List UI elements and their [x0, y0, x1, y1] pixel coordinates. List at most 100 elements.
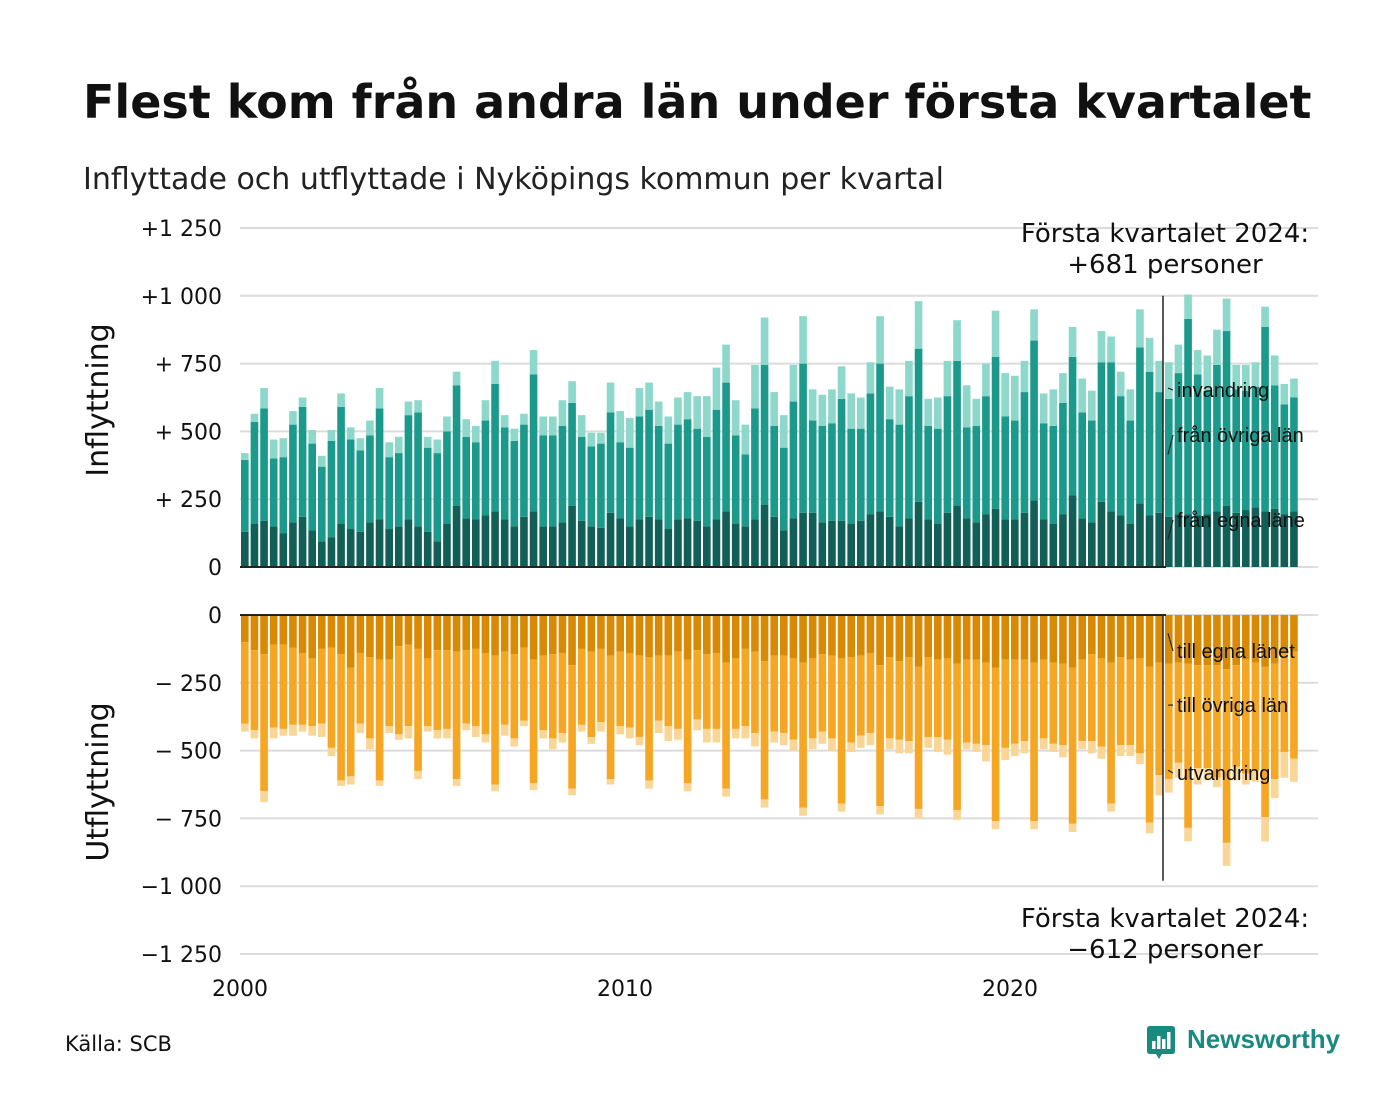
- bar-out-s0-q63: [847, 615, 856, 658]
- bar-out-s1-q60: [818, 654, 827, 732]
- bar-out-s0-q80: [1011, 615, 1019, 660]
- bar-out-s1-q78: [991, 667, 1000, 822]
- bar-in-s2-q44: [664, 416, 673, 444]
- bar-in-s2-q41: [635, 388, 644, 417]
- bar-in-s2-q51: [731, 400, 740, 436]
- bar-out-s0-q84: [1049, 615, 1058, 663]
- bar-in-s2-q21: [443, 416, 451, 432]
- bar-in-s1-q40: [626, 447, 634, 527]
- bar-in-s2-q10: [337, 393, 345, 407]
- bar-in-s2-q14: [375, 388, 384, 409]
- bar-out-s0-q78: [991, 615, 1000, 668]
- bar-in-s0-q15: [385, 529, 394, 567]
- bar-out-s2-q43: [654, 720, 663, 733]
- bar-out-s2-q35: [577, 724, 586, 732]
- bar-out-s0-q105: [1251, 615, 1260, 663]
- bar-in-s2-q7: [308, 430, 317, 444]
- bar-in-s2-q76: [972, 398, 981, 426]
- bar-in-s1-q66: [876, 363, 884, 512]
- bar-out-s1-q55: [770, 655, 779, 732]
- bar-in-s1-q44: [664, 443, 673, 530]
- bar-out-s0-q7: [308, 615, 317, 659]
- y-tick-label: +1 250: [141, 217, 222, 242]
- bar-in-s1-q37: [597, 443, 605, 528]
- bar-out-s0-q5: [289, 615, 297, 648]
- bar-in-s1-q43: [654, 425, 663, 520]
- bar-out-s2-q98: [1184, 827, 1192, 842]
- bar-out-s2-q104: [1242, 773, 1250, 785]
- bar-out-s2-q4: [279, 728, 288, 736]
- bar-out-s1-q27: [500, 651, 509, 725]
- bar-in-s2-q48: [703, 396, 711, 437]
- bar-in-s2-q81: [1020, 360, 1029, 393]
- bar-in-s2-q52: [741, 424, 750, 455]
- bar-out-s2-q44: [664, 726, 673, 742]
- bar-out-s1-q43: [654, 655, 663, 721]
- bar-in-s1-q46: [683, 419, 692, 519]
- bar-out-s1-q76: [972, 659, 981, 744]
- bar-out-s0-q97: [1174, 615, 1183, 663]
- bar-in-s2-q74: [953, 320, 961, 361]
- bar-in-s2-q73: [943, 360, 952, 397]
- bar-out-s1-q28: [510, 654, 519, 739]
- bar-out-s1-q77: [982, 662, 990, 746]
- y-tick-label: +1 000: [141, 285, 222, 310]
- bar-in-s0-q56: [780, 530, 788, 567]
- bar-out-s1-q3: [269, 644, 278, 728]
- bar-out-s0-q12: [356, 615, 365, 653]
- bar-in-s2-q91: [1116, 371, 1125, 397]
- bar-in-s1-q76: [972, 425, 981, 523]
- bar-in-s1-q42: [645, 409, 653, 517]
- bar-in-s0-q42: [645, 516, 653, 567]
- bar-in-s2-q75: [962, 385, 971, 428]
- bar-out-s0-q29: [520, 615, 528, 648]
- bar-in-s2-q78: [991, 310, 1000, 357]
- bar-out-s1-q24: [472, 648, 480, 727]
- bar-in-s1-q95: [1155, 392, 1164, 513]
- bar-in-s1-q78: [991, 356, 1000, 509]
- bar-out-s2-q56: [780, 732, 788, 746]
- bar-out-s0-q35: [577, 615, 586, 649]
- bar-in-s1-q103: [1232, 389, 1241, 513]
- bar-out-s0-q25: [481, 615, 490, 653]
- bar-in-s1-q57: [789, 401, 798, 519]
- bar-in-s0-q38: [606, 512, 615, 567]
- bar-out-s0-q101: [1213, 615, 1221, 666]
- bar-out-s0-q16: [395, 615, 403, 647]
- bar-in-s0-q73: [943, 512, 952, 567]
- bar-in-s2-q19: [423, 436, 432, 448]
- bar-in-s2-q87: [1078, 378, 1087, 413]
- bar-in-s1-q94: [1145, 371, 1154, 516]
- bar-in-s0-q16: [395, 526, 403, 567]
- bar-in-s1-q82: [1030, 340, 1038, 501]
- bar-out-s2-q28: [510, 738, 519, 747]
- bar-in-s0-q55: [770, 516, 779, 567]
- bar-out-s0-q0: [241, 615, 249, 643]
- bar-out-s2-q82: [1030, 821, 1038, 830]
- bar-in-s2-q5: [289, 411, 297, 425]
- bar-in-s2-q109: [1290, 378, 1298, 398]
- bar-out-s1-q69: [905, 657, 913, 742]
- bar-in-s1-q14: [375, 408, 384, 520]
- bar-out-s0-q28: [510, 615, 519, 655]
- bar-in-s1-q97: [1174, 373, 1183, 515]
- bar-in-s0-q95: [1155, 512, 1164, 567]
- bar-out-s2-q9: [327, 747, 336, 757]
- bar-out-s1-q54: [760, 661, 769, 800]
- bar-in-s2-q67: [885, 386, 894, 420]
- bar-in-s0-q100: [1203, 514, 1212, 567]
- bar-out-s1-q22: [452, 651, 461, 780]
- bar-in-s2-q82: [1030, 309, 1038, 341]
- bar-in-s0-q54: [760, 504, 769, 567]
- bar-out-s1-q4: [279, 644, 288, 729]
- bar-in-s0-q43: [654, 519, 663, 567]
- bar-in-s1-q23: [462, 436, 471, 519]
- bar-out-s2-q18: [414, 770, 422, 780]
- bars-outflow: [240, 614, 1298, 866]
- bar-out-s2-q46: [683, 783, 692, 792]
- bar-in-s1-q45: [674, 424, 682, 520]
- bar-out-s2-q86: [1068, 823, 1077, 832]
- bar-out-s0-q48: [703, 615, 711, 655]
- bar-out-s0-q18: [414, 615, 422, 649]
- bar-out-s1-q37: [597, 648, 605, 723]
